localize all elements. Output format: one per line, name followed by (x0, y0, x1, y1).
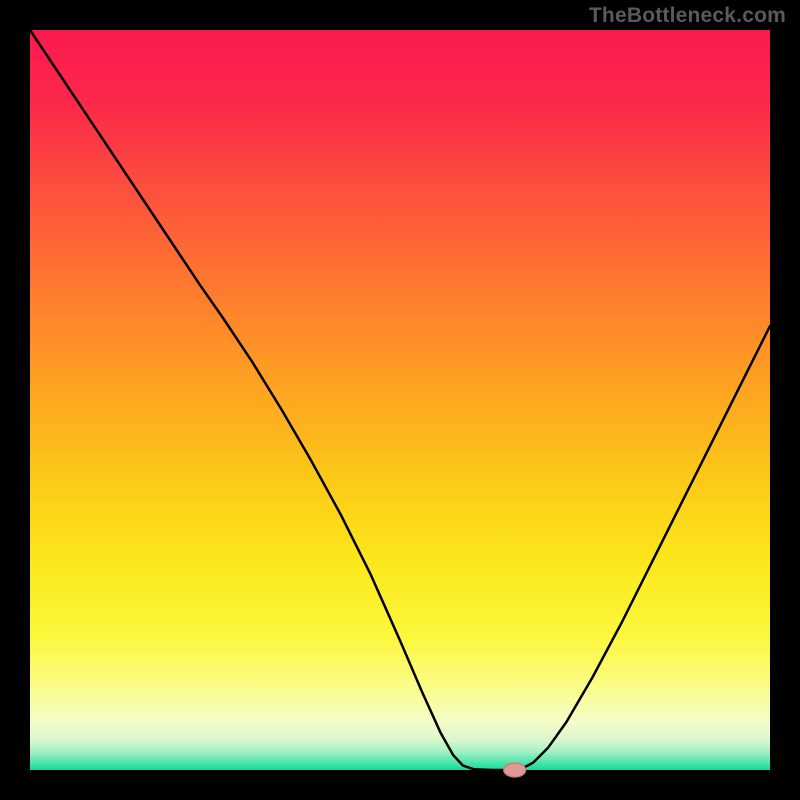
bottleneck-chart (0, 0, 800, 800)
watermark-label: TheBottleneck.com (589, 4, 786, 28)
plot-background (30, 30, 770, 770)
optimal-point-marker (504, 763, 526, 777)
chart-container: TheBottleneck.com (0, 0, 800, 800)
